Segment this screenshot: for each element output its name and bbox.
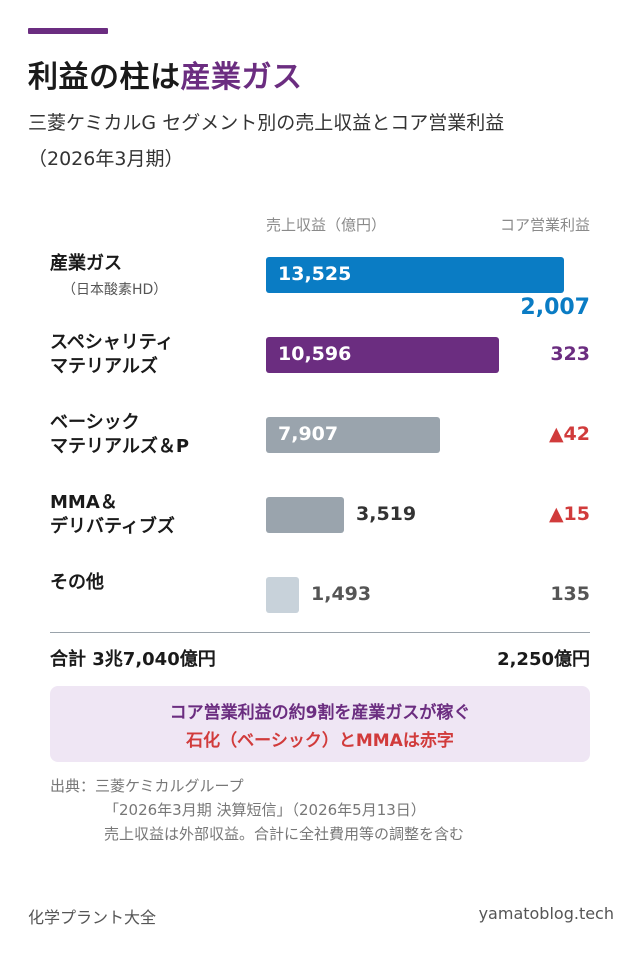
profit-label-mma: ▲15 — [548, 503, 590, 525]
total-revenue: 合計 3兆7,040億円 — [50, 649, 216, 670]
row-label-line1: その他 — [50, 572, 104, 593]
revenue-bar-other — [266, 577, 299, 613]
source-line3: 売上収益は外部収益。合計に全社費用等の調整を含む — [104, 825, 465, 843]
revenue-bar-mma — [266, 497, 344, 533]
row-label-other: その他 — [50, 571, 104, 595]
row-label-line2: マテリアルズ — [50, 356, 158, 377]
page-title: 利益の柱は産業ガス — [28, 52, 303, 96]
row-label-line1: 産業ガス — [50, 253, 122, 274]
subtitle-line1: 三菱ケミカルG セグメント別の売上収益とコア営業利益 — [28, 112, 505, 134]
profit-label-other: 135 — [550, 583, 590, 605]
revenue-bar-industrial-gas — [266, 257, 564, 293]
profit-label-industrial-gas: 2,007 — [520, 295, 590, 320]
source-line1: 出典：三菱ケミカルグループ — [50, 777, 244, 795]
callout-box: コア営業利益の約9割を産業ガスが稼ぐ 石化（ベーシック）とMMAは赤字 — [50, 686, 590, 762]
revenue-bar-basic — [266, 417, 440, 453]
revenue-label-specialty: 10,596 — [278, 343, 352, 365]
row-label-line1: ベーシック — [50, 412, 140, 433]
row-label-mma: MMA＆ デリバティブズ — [50, 491, 175, 539]
profit-label-specialty: 323 — [550, 343, 590, 365]
title-prefix: 利益の柱は — [28, 60, 181, 95]
accent-bar — [28, 28, 108, 34]
total-profit: 2,250億円 — [497, 649, 590, 670]
callout-line2: 石化（ベーシック）とMMAは赤字 — [186, 731, 454, 751]
revenue-bar-specialty — [266, 337, 499, 373]
revenue-label-other: 1,493 — [311, 583, 372, 605]
profit-column-header: コア営業利益 — [499, 216, 590, 234]
row-label-basic: ベーシックマテリアルズ＆P — [50, 411, 189, 459]
subtitle-line2: （2026年3月期） — [28, 148, 184, 170]
row-sub-industrial-gas: （日本酸素HD） — [62, 282, 168, 298]
revenue-label-industrial-gas: 13,525 — [278, 263, 352, 285]
row-label-industrial-gas: 産業ガス — [50, 252, 122, 276]
row-label-line1: MMA＆ — [50, 492, 118, 513]
row-label-line2: デリバティブズ — [50, 516, 175, 537]
row-label-line1: スペシャリティ — [50, 332, 174, 353]
profit-label-basic: ▲42 — [548, 423, 590, 445]
callout-line1: コア営業利益の約9割を産業ガスが稼ぐ — [169, 703, 471, 723]
source-line2: 「2026年3月期 決算短信」（2026年5月13日） — [104, 801, 426, 819]
row-label-specialty: スペシャリティ マテリアルズ — [50, 331, 174, 379]
row-label-line2: マテリアルズ＆P — [50, 436, 190, 457]
revenue-label-basic: 7,907 — [278, 423, 339, 445]
revenue-column-header: 売上収益（億円） — [266, 216, 387, 234]
footer-brand: 化学プラント大全 — [28, 908, 157, 927]
divider — [50, 632, 590, 633]
title-highlight: 産業ガス — [180, 60, 303, 95]
revenue-label-mma: 3,519 — [356, 503, 417, 525]
footer-site: yamatoblog.tech — [478, 904, 614, 923]
